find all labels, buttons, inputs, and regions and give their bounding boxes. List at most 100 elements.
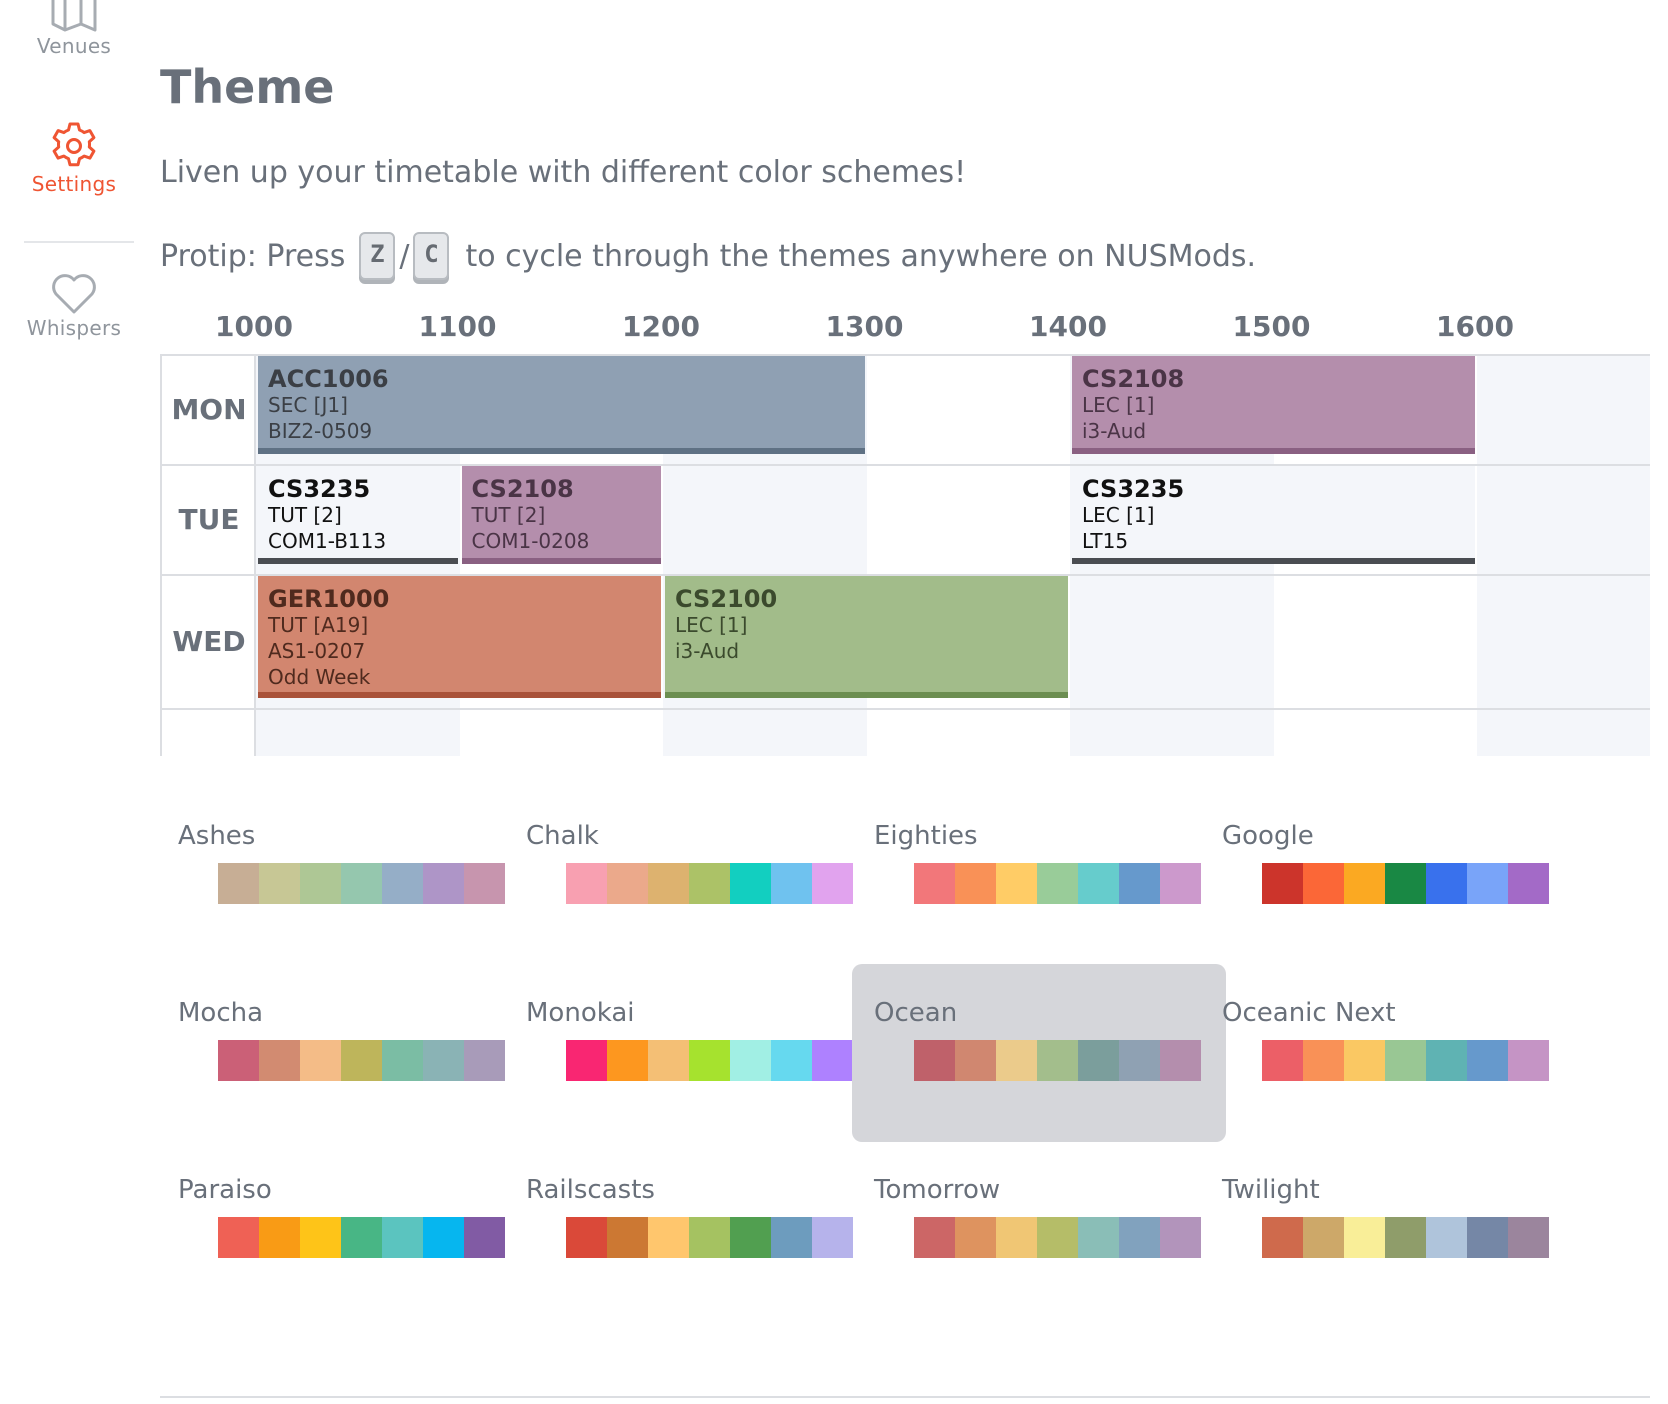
color-swatch bbox=[771, 1040, 812, 1081]
color-swatch bbox=[566, 863, 607, 904]
color-swatch bbox=[996, 863, 1037, 904]
theme-swatches bbox=[1262, 1040, 1549, 1081]
nav-label-settings: Settings bbox=[31, 172, 117, 196]
theme-option-monokai[interactable]: Monokai bbox=[504, 964, 878, 1142]
section-divider bbox=[160, 1396, 1650, 1398]
color-swatch bbox=[382, 863, 423, 904]
lesson-code: GER1000 bbox=[268, 585, 390, 613]
color-swatch bbox=[1262, 1217, 1303, 1258]
color-swatch bbox=[648, 1217, 689, 1258]
theme-option-tomorrow[interactable]: Tomorrow bbox=[852, 1141, 1226, 1319]
theme-option-oceanic-next[interactable]: Oceanic Next bbox=[1200, 964, 1574, 1142]
hour-label: 1200 bbox=[622, 310, 700, 343]
nav-item-venues[interactable]: Venues bbox=[0, 0, 148, 58]
color-swatch bbox=[771, 1217, 812, 1258]
color-swatch bbox=[1078, 1040, 1119, 1081]
color-swatch bbox=[1303, 1217, 1344, 1258]
lesson-cell[interactable]: CS2108 TUT [2] COM1-0208 bbox=[461, 466, 661, 564]
theme-swatches bbox=[566, 1040, 853, 1081]
theme-option-ashes[interactable]: Ashes bbox=[156, 787, 530, 965]
color-swatch bbox=[1119, 1217, 1160, 1258]
color-swatch bbox=[300, 1217, 341, 1258]
color-swatch bbox=[730, 1217, 771, 1258]
color-swatch bbox=[1344, 1040, 1385, 1081]
color-swatch bbox=[423, 863, 464, 904]
color-swatch bbox=[1467, 863, 1508, 904]
timetable-preview: 1000 1100 1200 1300 1400 1500 1600 MON TUE WED AC… bbox=[160, 310, 1650, 756]
map-icon bbox=[51, 0, 97, 32]
lesson-type: TUT [A19] bbox=[268, 613, 369, 637]
color-swatch bbox=[1160, 1217, 1201, 1258]
theme-option-google[interactable]: Google bbox=[1200, 787, 1574, 965]
color-swatch bbox=[1119, 1040, 1160, 1081]
lesson-venue: BIZ2-0509 bbox=[268, 419, 373, 443]
color-swatch bbox=[382, 1217, 423, 1258]
color-swatch bbox=[1037, 863, 1078, 904]
theme-option-twilight[interactable]: Twilight bbox=[1200, 1141, 1574, 1319]
color-swatch bbox=[1160, 863, 1201, 904]
color-swatch bbox=[607, 1217, 648, 1258]
theme-name: Monokai bbox=[526, 998, 635, 1028]
color-swatch bbox=[1303, 1040, 1344, 1081]
theme-swatches bbox=[218, 1217, 505, 1258]
nav-label-whispers: Whispers bbox=[26, 316, 122, 340]
lesson-code: ACC1006 bbox=[268, 365, 389, 393]
color-swatch bbox=[1078, 863, 1119, 904]
theme-swatches bbox=[914, 1040, 1201, 1081]
timetable-hour-header: 1000 1100 1200 1300 1400 1500 1600 bbox=[160, 310, 1650, 350]
lesson-cell[interactable]: ACC1006 SEC [J1] BIZ2-0509 bbox=[258, 356, 865, 454]
protip-suffix: to cycle through the themes anywhere on … bbox=[465, 238, 1257, 274]
theme-option-railscasts[interactable]: Railscasts bbox=[504, 1141, 878, 1319]
theme-swatches bbox=[566, 863, 853, 904]
color-swatch bbox=[607, 1040, 648, 1081]
lesson-type: LEC [1] bbox=[1082, 393, 1155, 417]
color-swatch bbox=[914, 863, 955, 904]
color-swatch bbox=[955, 1040, 996, 1081]
day-label: WED bbox=[172, 625, 246, 658]
color-swatch bbox=[423, 1040, 464, 1081]
nav-item-settings[interactable]: Settings bbox=[0, 120, 148, 196]
theme-option-chalk[interactable]: Chalk bbox=[504, 787, 878, 965]
theme-name: Tomorrow bbox=[874, 1175, 1001, 1205]
color-swatch bbox=[1344, 863, 1385, 904]
color-swatch bbox=[689, 1040, 730, 1081]
nav-item-whispers[interactable]: Whispers bbox=[0, 272, 148, 340]
lesson-code: CS2108 bbox=[1082, 365, 1185, 393]
theme-name: Oceanic Next bbox=[1222, 998, 1396, 1028]
day-label: MON bbox=[171, 393, 247, 426]
lesson-cell[interactable]: CS2100 LEC [1] i3-Aud bbox=[665, 576, 1068, 698]
color-swatch bbox=[730, 863, 771, 904]
color-swatch bbox=[464, 1040, 505, 1081]
color-swatch bbox=[1508, 1040, 1549, 1081]
color-swatch bbox=[689, 1217, 730, 1258]
protip-prefix: Protip: Press bbox=[160, 238, 346, 274]
lesson-accent-bar bbox=[1072, 558, 1475, 564]
color-swatch bbox=[259, 863, 300, 904]
row-divider bbox=[162, 464, 1650, 466]
key-c: C bbox=[413, 232, 450, 280]
lesson-code: CS2100 bbox=[675, 585, 778, 613]
lesson-cell[interactable]: CS3235 TUT [2] COM1-B113 bbox=[258, 466, 458, 564]
color-swatch bbox=[1467, 1040, 1508, 1081]
theme-option-ocean[interactable]: Ocean bbox=[852, 964, 1226, 1142]
theme-name: Google bbox=[1222, 821, 1314, 851]
color-swatch bbox=[1303, 863, 1344, 904]
theme-option-eighties[interactable]: Eighties bbox=[852, 787, 1226, 965]
lesson-accent-bar bbox=[1072, 448, 1475, 454]
theme-option-paraiso[interactable]: Paraiso bbox=[156, 1141, 530, 1319]
theme-option-mocha[interactable]: Mocha bbox=[156, 964, 530, 1142]
page-title: Theme bbox=[160, 60, 335, 114]
theme-name: Ocean bbox=[874, 998, 958, 1028]
lesson-cell[interactable]: GER1000 TUT [A19] AS1-0207 Odd Week bbox=[258, 576, 661, 698]
day-label: TUE bbox=[178, 503, 240, 536]
lesson-cell[interactable]: CS2108 LEC [1] i3-Aud bbox=[1072, 356, 1475, 454]
color-swatch bbox=[1078, 1217, 1119, 1258]
theme-name: Eighties bbox=[874, 821, 978, 851]
lesson-cell[interactable]: CS3235 LEC [1] LT15 bbox=[1072, 466, 1475, 564]
lesson-venue: COM1-B113 bbox=[268, 529, 387, 553]
lesson-venue: AS1-0207 bbox=[268, 639, 366, 663]
color-swatch bbox=[464, 1217, 505, 1258]
color-swatch bbox=[812, 1217, 853, 1258]
theme-swatches bbox=[1262, 1217, 1549, 1258]
